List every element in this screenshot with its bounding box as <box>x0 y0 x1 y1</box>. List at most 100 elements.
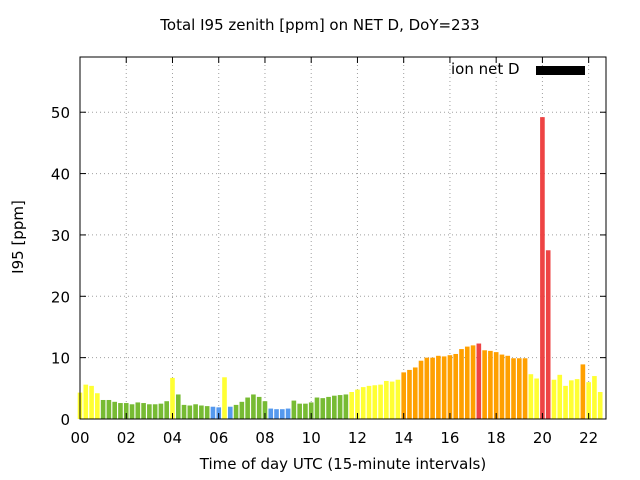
bar <box>106 399 112 419</box>
bar <box>401 372 407 419</box>
x-tick-label: 02 <box>117 429 136 447</box>
y-tick-label: 10 <box>51 350 70 368</box>
bar <box>366 385 372 419</box>
bar <box>112 401 117 419</box>
bar <box>332 395 337 419</box>
bar <box>262 401 268 419</box>
bar-layer <box>77 117 603 419</box>
bar <box>170 377 175 419</box>
bar <box>158 403 164 419</box>
bar <box>83 384 89 419</box>
bar <box>147 404 152 419</box>
bar <box>522 358 528 419</box>
bar <box>164 401 170 419</box>
bar <box>470 345 476 419</box>
bar <box>430 357 435 419</box>
x-tick-label: 18 <box>487 429 506 447</box>
bar <box>378 384 383 419</box>
bar <box>274 409 279 419</box>
x-tick-label: 12 <box>348 429 367 447</box>
bar <box>118 403 123 419</box>
plot-border <box>79 56 607 420</box>
bar <box>580 364 586 419</box>
bar <box>187 405 193 419</box>
bar <box>343 394 349 419</box>
bar <box>528 374 534 419</box>
x-tick-label: 14 <box>394 429 413 447</box>
bar <box>123 403 129 419</box>
bar <box>210 406 216 419</box>
bar <box>459 349 464 419</box>
bar <box>303 403 308 419</box>
y-tick-label: 20 <box>51 288 70 306</box>
bar <box>389 381 395 419</box>
bar <box>308 402 314 419</box>
bar <box>355 389 360 419</box>
bar <box>372 385 378 419</box>
bar <box>256 396 262 419</box>
bar <box>441 356 447 419</box>
bar <box>193 404 198 419</box>
bar <box>418 360 424 419</box>
bar <box>534 378 539 419</box>
bar <box>464 346 470 419</box>
bar <box>412 367 418 419</box>
bar <box>563 385 568 419</box>
bar <box>199 405 204 419</box>
x-tick-label: 00 <box>70 429 89 447</box>
bar <box>181 404 187 419</box>
bar <box>384 380 389 419</box>
bar <box>245 397 250 419</box>
x-tick-label: 20 <box>533 429 552 447</box>
y-tick-label: 50 <box>51 104 70 122</box>
bar <box>574 379 580 419</box>
legend-label: ion net D <box>451 60 520 78</box>
y-tick-label: 30 <box>51 227 70 245</box>
bar <box>482 350 487 419</box>
bar <box>314 397 320 419</box>
x-tick-label: 06 <box>209 429 228 447</box>
bar <box>395 379 401 419</box>
bar <box>499 354 505 419</box>
bar <box>597 392 603 419</box>
bar <box>453 353 459 419</box>
bar <box>100 399 106 419</box>
bar <box>424 357 430 419</box>
bar <box>233 404 239 419</box>
bar <box>129 404 135 419</box>
x-tick-label: 08 <box>255 429 274 447</box>
bar <box>222 377 227 419</box>
x-tick-label: 10 <box>302 429 321 447</box>
x-tick-label: 04 <box>163 429 182 447</box>
y-tick-label: 40 <box>51 166 70 184</box>
bar <box>488 350 493 419</box>
legend-swatch <box>536 66 585 75</box>
bar <box>511 358 516 419</box>
bar <box>204 406 210 419</box>
y-tick-label: 0 <box>60 411 70 429</box>
bar <box>436 355 441 419</box>
bar <box>326 396 331 419</box>
bar <box>227 406 233 419</box>
bar <box>320 398 326 419</box>
bar <box>586 382 591 419</box>
bar <box>337 395 343 419</box>
bar <box>493 352 499 419</box>
bar <box>291 400 297 419</box>
bar <box>279 409 285 419</box>
axis-layer: 0 10 20 30 40 50 00 02 04 06 08 10 12 14 16 18 20 22 <box>51 56 607 447</box>
bar <box>476 343 482 419</box>
x-tick-label: 16 <box>440 429 459 447</box>
bar <box>447 355 453 419</box>
bar <box>251 394 256 419</box>
bar <box>540 117 545 419</box>
bar <box>545 250 551 419</box>
bar <box>285 408 291 419</box>
bar <box>239 401 245 419</box>
bar <box>407 369 412 419</box>
bar <box>152 404 158 419</box>
bar <box>135 402 141 419</box>
bar <box>569 380 574 419</box>
bar <box>268 408 274 419</box>
